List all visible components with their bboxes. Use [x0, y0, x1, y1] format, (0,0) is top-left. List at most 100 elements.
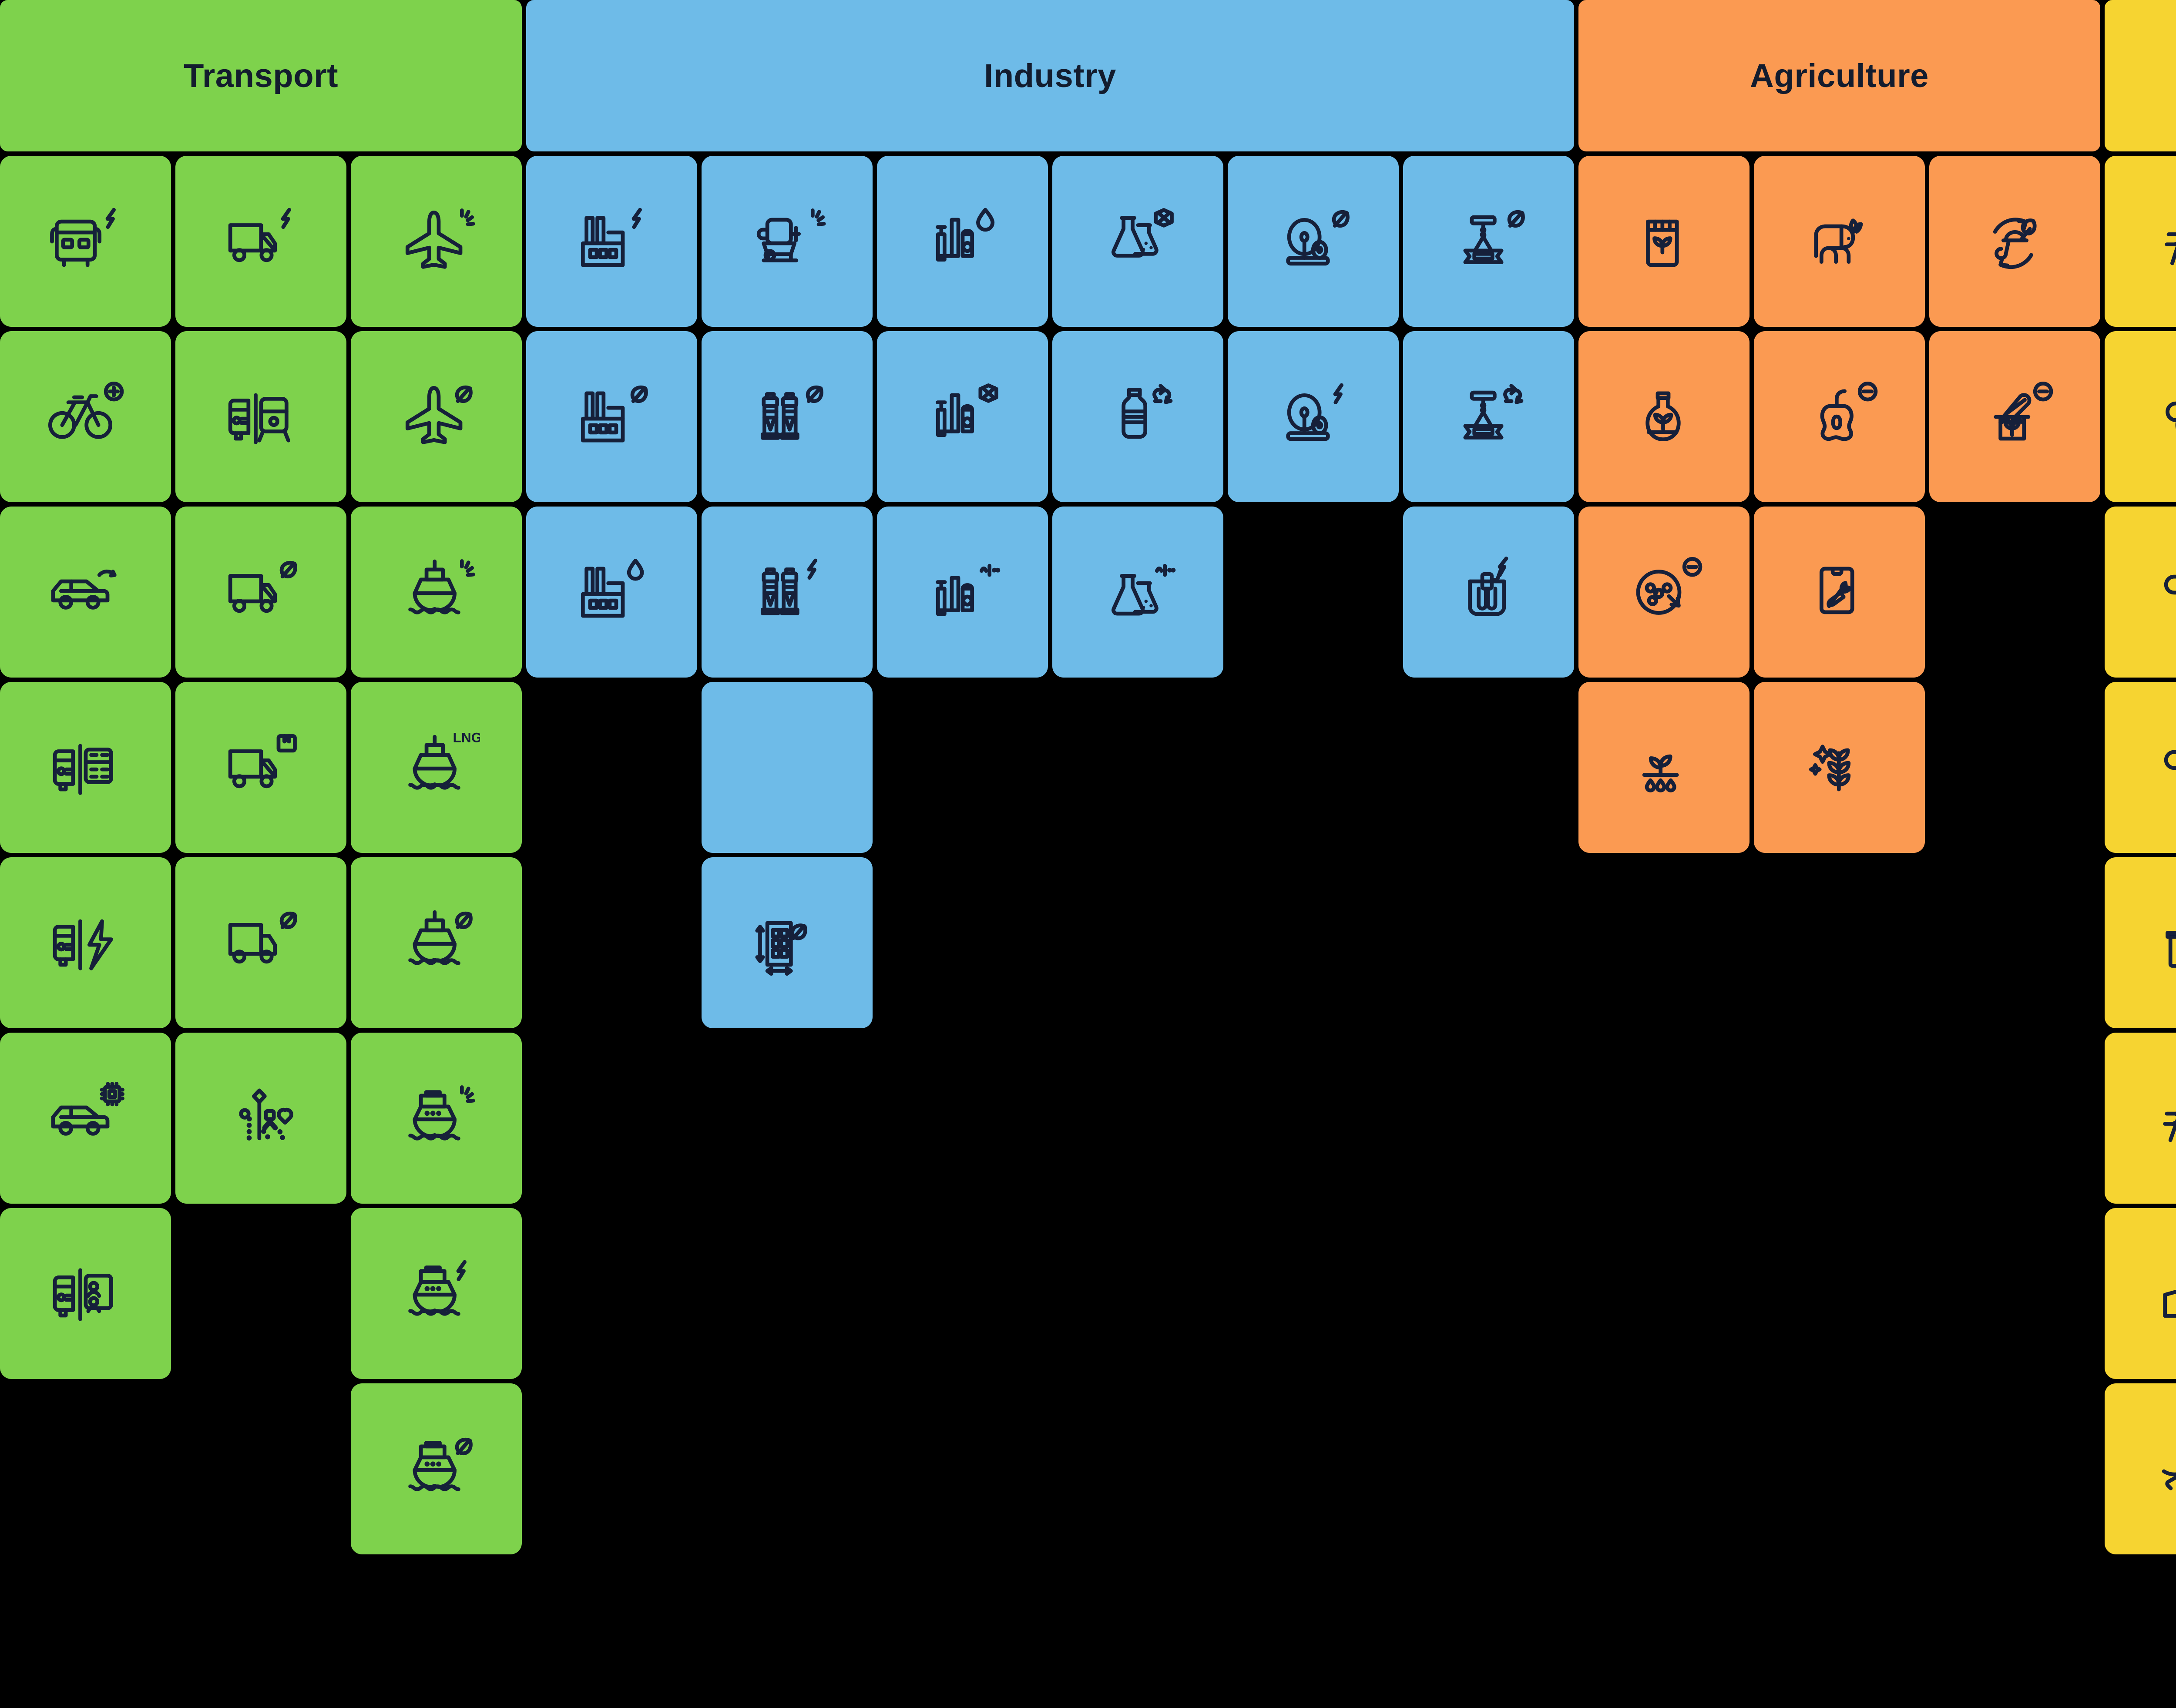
- enhanced-crop-icon: [1796, 724, 1883, 811]
- matrix-cell[interactable]: [175, 682, 346, 853]
- green-blast-furnace-icon: [744, 373, 831, 460]
- svg-text:LNG: LNG: [453, 729, 480, 745]
- green-heat-loop-icon: [2147, 373, 2176, 460]
- matrix-cell[interactable]: [702, 857, 873, 1028]
- matrix-cell[interactable]: [702, 156, 873, 327]
- matrix-cell[interactable]: [0, 507, 171, 678]
- matrix-cell[interactable]: [1403, 331, 1574, 502]
- wind-turbine-icon: [2147, 1426, 2176, 1513]
- matrix-cell[interactable]: LNG: [351, 682, 522, 853]
- electric-rail-icon: [42, 899, 129, 987]
- matrix-cell[interactable]: [0, 857, 171, 1028]
- matrix-cell[interactable]: [2105, 1383, 2176, 1554]
- shared-mobility-icon: [42, 1250, 129, 1337]
- green-truck-icon: [218, 899, 305, 987]
- matrix-cell[interactable]: [351, 156, 522, 327]
- grid-heat-pylon-icon: [2147, 1075, 2176, 1162]
- category-header-transport: Transport: [0, 0, 522, 151]
- matrix-cell[interactable]: [0, 156, 171, 327]
- matrix-cell[interactable]: [1578, 682, 1750, 853]
- gas-heat-loop-icon: [2147, 724, 2176, 811]
- matrix-cell[interactable]: [351, 1383, 522, 1554]
- matrix-cell[interactable]: [1578, 507, 1750, 678]
- matrix-cell[interactable]: [877, 156, 1048, 327]
- matrix-cell[interactable]: [2105, 1033, 2176, 1204]
- category-header-agriculture: Agriculture: [1578, 0, 2100, 151]
- matrix-cell[interactable]: [877, 331, 1048, 502]
- green-metal-press-icon: [1445, 198, 1532, 285]
- matrix-cell[interactable]: [1578, 331, 1750, 502]
- matrix-cell[interactable]: [702, 682, 873, 853]
- green-paper-roll-icon: [1270, 198, 1357, 285]
- matrix-cell[interactable]: [1929, 331, 2100, 502]
- matrix-cell[interactable]: [1754, 156, 1925, 327]
- electrolysis-cell-icon: [1445, 549, 1532, 636]
- electric-blast-furnace-icon: [744, 549, 831, 636]
- recycled-metal-press-icon: [1445, 373, 1532, 460]
- refinery-water-icon: [919, 198, 1006, 285]
- matrix-cell[interactable]: [702, 331, 873, 502]
- efficient-cement-mixer-icon: [744, 198, 831, 285]
- rail-transit-icon: [218, 373, 305, 460]
- matrix-cell[interactable]: [1403, 507, 1574, 678]
- matrix-cell[interactable]: [1052, 156, 1223, 327]
- electric-paper-roll-icon: [1270, 373, 1357, 460]
- matrix-cell[interactable]: [175, 857, 346, 1028]
- recycled-bottle-icon: [1095, 373, 1182, 460]
- reduce-soil-tillage-icon: [1971, 373, 2058, 460]
- matrix-cell[interactable]: [702, 507, 873, 678]
- matrix-cell[interactable]: [2105, 682, 2176, 853]
- matrix-cell[interactable]: [526, 156, 697, 327]
- matrix-cell[interactable]: [2105, 331, 2176, 502]
- chemicals-material-icon: [1095, 198, 1182, 285]
- matrix-cell[interactable]: [877, 507, 1048, 678]
- matrix-cell[interactable]: [351, 507, 522, 678]
- matrix-cell[interactable]: [2105, 156, 2176, 327]
- matrix-cell[interactable]: [0, 682, 171, 853]
- crop-rotation-icon: [1971, 198, 2058, 285]
- matrix-cell[interactable]: [1754, 682, 1925, 853]
- electric-cruise-ship-icon: [393, 1250, 480, 1337]
- matrix-cell[interactable]: [1228, 156, 1399, 327]
- matrix-cell[interactable]: [1578, 156, 1750, 327]
- matrix-cell[interactable]: [175, 331, 346, 502]
- matrix-cell[interactable]: [2105, 857, 2176, 1028]
- bio-flask-plant-icon: [1621, 373, 1708, 460]
- green-factory-icon: [568, 373, 655, 460]
- matrix-cell[interactable]: [2105, 1208, 2176, 1379]
- matrix-cell[interactable]: [175, 1033, 346, 1204]
- matrix-cell[interactable]: [1228, 331, 1399, 502]
- electric-bus-icon: [42, 198, 129, 285]
- matrix-cell[interactable]: [1929, 156, 2100, 327]
- matrix-cell[interactable]: [351, 1033, 522, 1204]
- green-industrial-plant-icon: [2147, 1250, 2176, 1337]
- matrix-cell[interactable]: [1052, 331, 1223, 502]
- matrix-cell[interactable]: [351, 857, 522, 1028]
- matrix-cell[interactable]: [526, 507, 697, 678]
- matrix-cell[interactable]: [526, 331, 697, 502]
- lng-ship-icon: LNG: [393, 724, 480, 811]
- category-header-energy: Energy: [2105, 0, 2176, 151]
- matrix-cell[interactable]: [1754, 331, 1925, 502]
- matrix-cell[interactable]: [0, 1033, 171, 1204]
- refinery-material-icon: [919, 373, 1006, 460]
- green-cruise-ship-icon: [393, 1426, 480, 1513]
- matrix-cell[interactable]: [351, 1208, 522, 1379]
- matrix-cell[interactable]: [1052, 507, 1223, 678]
- factory-water-icon: [568, 549, 655, 636]
- efficient-cruise-ship-icon: [393, 1075, 480, 1162]
- matrix-cell[interactable]: [1754, 507, 1925, 678]
- ebike-icon: [42, 373, 129, 460]
- cattle-icon: [1796, 198, 1883, 285]
- irrigation-icon: [1621, 724, 1708, 811]
- matrix-cell[interactable]: [351, 331, 522, 502]
- matrix-cell[interactable]: [0, 1208, 171, 1379]
- reduce-food-waste-icon: [1796, 373, 1883, 460]
- matrix-cell[interactable]: [2105, 507, 2176, 678]
- efficient-aircraft-icon: [393, 198, 480, 285]
- matrix-cell[interactable]: [0, 331, 171, 502]
- matrix-cell[interactable]: [175, 156, 346, 327]
- matrix-cell[interactable]: [1403, 156, 1574, 327]
- matrix-cell[interactable]: [175, 507, 346, 678]
